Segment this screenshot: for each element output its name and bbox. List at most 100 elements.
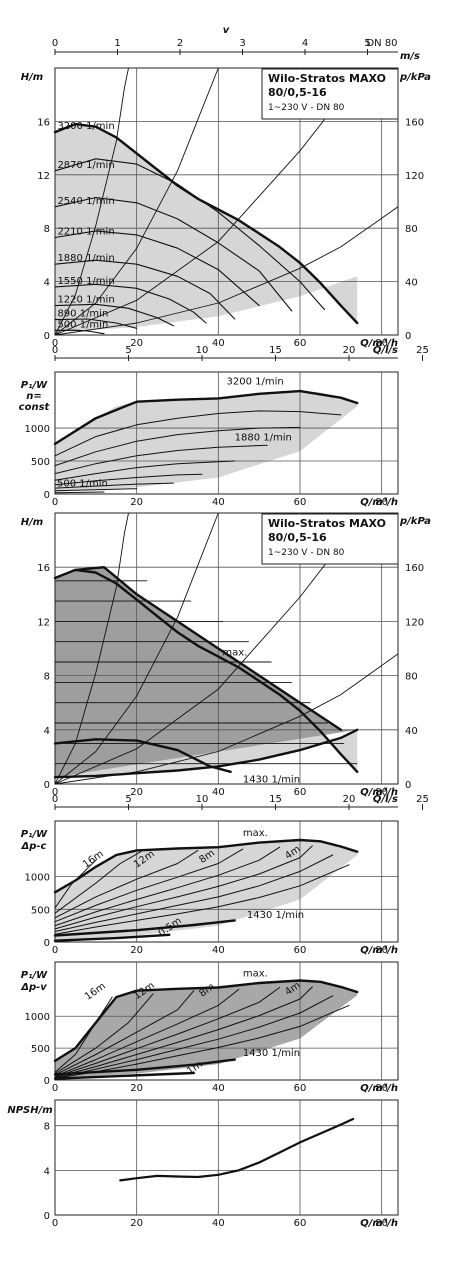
system-curve	[54, 67, 219, 336]
p1-dp-const-frame	[54, 371, 399, 495]
y-tick-label: 4	[44, 1166, 50, 1177]
ls-tick-label: 15	[269, 794, 282, 805]
npsh-curve	[119, 1117, 355, 1182]
power-speed-curve	[54, 491, 105, 494]
speed-curve	[54, 230, 260, 307]
x-tick-label: 60	[294, 945, 307, 956]
x-tick-label: 0	[52, 1218, 58, 1229]
mode-line	[54, 1004, 350, 1079]
data-label: max.	[243, 969, 268, 980]
mode-line	[54, 859, 97, 909]
data-label: 1430 1/min	[243, 1048, 300, 1059]
max-power-curve	[53, 838, 359, 894]
y2-tick-label: 160	[405, 117, 424, 128]
x-tick-label: 80	[375, 1218, 388, 1229]
data-label: 1430 1/min	[243, 775, 300, 786]
x-axis-label: Q/m³/h	[360, 1218, 398, 1229]
speed-curve-label: 1220 1/min	[57, 295, 114, 306]
y-tick-label: 500	[31, 457, 50, 468]
x-tick-label: 60	[294, 1083, 307, 1094]
x-tick-label: 40	[212, 1218, 225, 1229]
power-speed-curve	[53, 389, 359, 446]
ls-tick-label: 10	[196, 794, 209, 805]
power-speed-curve	[54, 426, 301, 467]
x-tick-label: 60	[294, 338, 307, 349]
ls-tick-label: 5	[125, 345, 131, 356]
chart-subtitle: 1~230 V - DN 80	[268, 103, 345, 113]
y-axis-label: NPSH/m	[7, 1105, 52, 1116]
x-axis-label: Q/m³/h	[360, 945, 398, 956]
data-label: max.	[243, 828, 268, 839]
x-tick-label: 80	[375, 787, 388, 798]
ls-axis-label: Q/l/s	[373, 794, 398, 805]
ls-axis-label: Q/l/s	[373, 345, 398, 356]
x-tick-label: 40	[212, 1083, 225, 1094]
velocity-tick-label: 4	[302, 38, 308, 49]
x-tick-label: 20	[130, 787, 143, 798]
x-tick-label: 80	[375, 1083, 388, 1094]
ls-tick-label: 0	[52, 345, 58, 356]
mode-line	[54, 864, 350, 935]
x-tick-label: 60	[294, 1218, 307, 1229]
speed-curve	[54, 303, 174, 327]
power-area	[55, 980, 358, 1079]
y-axis-label: P₁/W	[21, 380, 48, 391]
x-tick-label: 0	[52, 787, 58, 798]
y-axis-label: P₁/W	[21, 970, 48, 981]
ls-tick-label: 20	[343, 794, 356, 805]
p1_dp_c-frame	[54, 820, 399, 943]
data-label: 16m	[83, 981, 108, 1003]
data-label: 1430 1/min	[247, 910, 304, 921]
y2-axis-label: p/kPa	[399, 516, 431, 527]
speed-curve-label: 2870 1/min	[57, 160, 114, 171]
y-tick-label: 1000	[25, 424, 50, 435]
ls-tick-label: 25	[416, 345, 429, 356]
min-power-curve	[53, 1071, 195, 1080]
mode-line	[54, 993, 154, 1075]
velocity-axis-label: v	[223, 25, 230, 36]
y2-tick-label: 40	[405, 278, 418, 289]
speed-curve-label: 500 1/min	[57, 319, 108, 330]
y2-tick-label: 80	[405, 672, 418, 683]
max-power-curve	[53, 979, 359, 1063]
p1_dp_v-frame	[54, 961, 399, 1081]
x-tick-label: 60	[294, 497, 307, 508]
y-axis-label-2: n=	[26, 391, 42, 402]
mode-line	[54, 846, 281, 927]
mode-line	[54, 848, 244, 923]
x-tick-label: 80	[375, 338, 388, 349]
x-tick-label: 40	[212, 787, 225, 798]
y-tick-label: 8	[44, 672, 50, 683]
ls-tick-label: 20	[343, 345, 356, 356]
power-speed-curve	[54, 410, 342, 457]
speed-curve-label: 890 1/min	[57, 309, 108, 320]
velocity-tick-label: 3	[239, 38, 245, 49]
mode-line	[54, 988, 240, 1077]
speed-curve	[54, 196, 293, 312]
y-tick-label: 12	[37, 171, 50, 182]
chart-title-model: 80/0,5-16	[268, 86, 327, 99]
mode-line	[54, 995, 334, 1079]
h-curve-dp-const-frame	[54, 67, 399, 336]
y-tick-label: 16	[37, 563, 50, 574]
speed-curve-label: 3200 1/min	[57, 121, 114, 132]
y2-tick-label: 0	[405, 331, 411, 342]
x-tick-label: 40	[212, 497, 225, 508]
chart-subtitle: 1~230 V - DN 80	[268, 548, 345, 558]
y-tick-label: 1000	[25, 1012, 50, 1023]
speed-curve-label: 2210 1/min	[57, 227, 114, 238]
y-axis-label-2: Δp-c	[21, 841, 47, 852]
chart-title-model: 80/0,5-16	[268, 531, 327, 544]
x-tick-label: 20	[130, 1083, 143, 1094]
system-curve	[54, 67, 129, 336]
speed-curve-label: 2540 1/min	[57, 196, 114, 207]
y-axis-label: H/m	[21, 517, 43, 528]
speed-curve	[53, 122, 359, 325]
dn-label: DN 80	[366, 38, 397, 49]
speed-curve	[54, 158, 326, 311]
mode-line	[54, 986, 313, 1078]
speed-curve	[54, 329, 105, 335]
h-curve-modes-frame	[54, 512, 399, 785]
